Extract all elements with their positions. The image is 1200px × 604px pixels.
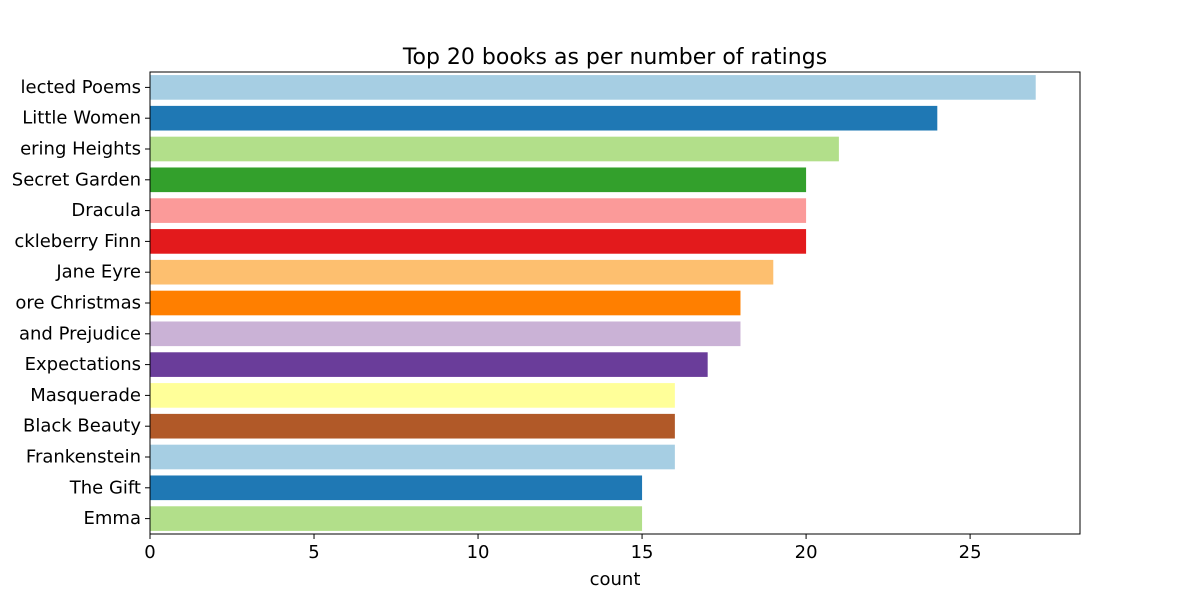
y-tick-label: Black Beauty (23, 416, 141, 437)
bar (150, 136, 839, 162)
y-tick-label: Dracula (71, 200, 141, 221)
bar (150, 321, 741, 347)
bar (150, 259, 774, 285)
x-tick-label: 15 (631, 542, 654, 563)
bar (150, 506, 643, 531)
bar (150, 383, 675, 408)
bar (150, 444, 675, 470)
bar (150, 75, 1036, 100)
y-tick-label: Frankenstein (26, 447, 141, 468)
y-tick-label: Little Women (22, 108, 141, 129)
plot-frame (149, 71, 1081, 535)
y-tick-label: The Gift (69, 477, 141, 498)
y-tick-label: Jane Eyre (55, 262, 141, 283)
bar (150, 413, 675, 439)
y-tick-label: lected Poems (21, 77, 141, 98)
x-tick-label: 20 (795, 542, 818, 563)
bar (150, 475, 643, 501)
y-axis: lected Poems Little Women ering Heights Sec… (12, 77, 150, 529)
y-tick-label: ckleberry Finn (14, 231, 141, 252)
x-tick-label: 0 (144, 542, 155, 563)
bar (150, 198, 807, 223)
x-tick-label: 25 (959, 542, 982, 563)
y-tick-label: and Prejudice (19, 323, 141, 344)
x-axis-label: count (590, 569, 641, 590)
bars-group (150, 75, 1036, 531)
bar (150, 167, 807, 193)
y-tick-label: ore Christmas (15, 293, 141, 314)
y-tick-label: Masquerade (30, 385, 141, 406)
x-axis: 0 5 10 15 20 25 (144, 534, 982, 563)
y-tick-label: Secret Garden (12, 169, 141, 190)
y-tick-label: Emma (84, 508, 141, 529)
y-tick-label: Expectations (25, 354, 141, 375)
x-tick-label: 5 (308, 542, 319, 563)
x-tick-label: 10 (467, 542, 490, 563)
bar (150, 105, 938, 131)
bar (150, 290, 741, 316)
bar (150, 229, 807, 254)
bar (150, 352, 708, 377)
chart-title: Top 20 books as per number of ratings (402, 45, 827, 70)
y-tick-label: ering Heights (20, 139, 141, 160)
